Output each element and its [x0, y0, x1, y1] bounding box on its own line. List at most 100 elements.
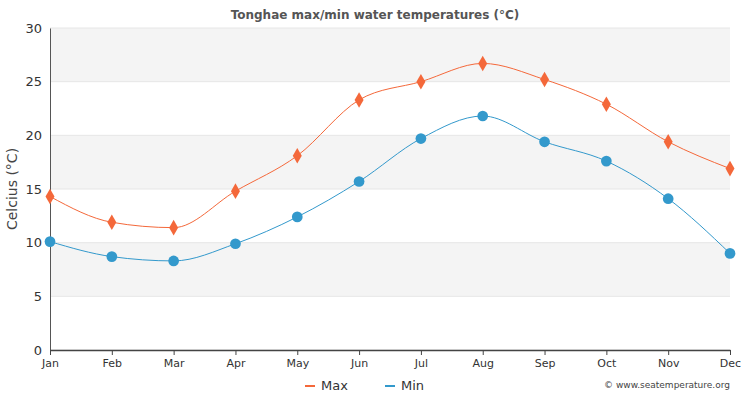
marker [416, 74, 425, 90]
x-tick-mark [297, 350, 298, 355]
series-group [45, 56, 736, 267]
x-tick-label: Jul [414, 357, 428, 370]
x-tick: Sep [535, 350, 556, 370]
y-tick: 15 [25, 182, 50, 197]
chart: 0 5 10 15 20 25 30 Jan Feb Mar Apr May Jun Jul Aug Sep O… [0, 0, 750, 400]
y-tick-label: 10 [25, 235, 42, 250]
band [50, 135, 730, 189]
marker [601, 156, 612, 167]
x-tick: Dec [720, 350, 741, 370]
x-tick-label: Aug [472, 357, 493, 370]
marker [107, 214, 116, 230]
x-tick: Mar [164, 350, 185, 370]
x-axis: Jan Feb Mar Apr May Jun Jul Aug Sep Oct Nov Dec [41, 350, 741, 370]
grid-line [50, 296, 730, 297]
marker [293, 148, 302, 164]
y-axis: 0 5 10 15 20 25 30 [25, 21, 50, 358]
y-tick: 25 [25, 74, 50, 89]
x-tick-label: Feb [103, 357, 122, 370]
marker [477, 111, 488, 122]
series-line [50, 116, 730, 261]
x-tick-mark [483, 350, 484, 355]
y-tick-label: 25 [25, 74, 42, 89]
x-tick-mark [112, 350, 113, 355]
grid-line [50, 189, 730, 190]
y-tick-label: 30 [25, 21, 42, 36]
y-tick-label: 20 [25, 128, 42, 143]
y-tick: 30 [25, 21, 50, 36]
x-axis-line [51, 350, 731, 352]
legend-label: Min [401, 378, 424, 393]
x-tick: Feb [103, 350, 122, 370]
marker [539, 136, 550, 147]
x-tick-label: Oct [597, 357, 617, 370]
y-axis-title: Celcius (°C) [4, 148, 20, 230]
x-tick: Aug [472, 350, 493, 370]
legend-item[interactable]: Max [305, 378, 348, 393]
title: Tonghae max/min water temperatures (°C) [231, 8, 520, 22]
y-tick-label: 15 [25, 182, 42, 197]
x-tick-mark [359, 350, 360, 355]
marker [168, 256, 179, 267]
grid-line [50, 81, 730, 82]
grid-line [50, 135, 730, 136]
x-tick-label: Nov [658, 357, 680, 370]
x-tick-mark [174, 350, 175, 355]
legend-swatch [305, 385, 315, 387]
grid-line [50, 242, 730, 243]
grid-line [50, 28, 730, 29]
x-tick: Apr [226, 350, 246, 370]
marker [45, 236, 56, 247]
bands [50, 28, 730, 296]
x-tick-mark [730, 350, 731, 355]
x-tick-label: Jan [41, 357, 59, 370]
y-tick: 0 [34, 343, 50, 358]
marker [416, 133, 427, 144]
marker [726, 161, 735, 177]
x-tick-label: Apr [226, 357, 246, 370]
y-tick-label: 5 [34, 289, 42, 304]
legend-label: Max [321, 378, 348, 393]
marker [355, 92, 364, 108]
x-tick-label: May [286, 357, 309, 370]
marker [230, 238, 241, 249]
x-tick: Jan [41, 350, 59, 370]
marker [169, 220, 178, 236]
x-tick-label: Dec [720, 357, 741, 370]
grid [50, 28, 730, 350]
x-tick: Oct [597, 350, 617, 370]
marker [663, 193, 674, 204]
x-tick: Jul [414, 350, 428, 370]
band [50, 243, 730, 297]
x-tick-mark [235, 350, 236, 355]
marker [231, 183, 240, 199]
grid-line [50, 350, 730, 351]
legend: Max Min [305, 378, 424, 393]
marker [725, 248, 736, 259]
y-tick-label: 0 [34, 343, 42, 358]
marker [106, 251, 117, 262]
x-tick: Nov [658, 350, 680, 370]
marker [664, 134, 673, 150]
x-tick-mark [421, 350, 422, 355]
x-tick-label: Mar [164, 357, 185, 370]
x-tick-mark [545, 350, 546, 355]
x-tick-mark [668, 350, 669, 355]
x-tick-label: Sep [535, 357, 556, 370]
x-tick-mark [606, 350, 607, 355]
x-tick: May [286, 350, 309, 370]
marker [602, 96, 611, 112]
marker [478, 56, 487, 72]
y-tick: 20 [25, 128, 50, 143]
marker [354, 176, 365, 187]
band [50, 28, 730, 82]
marker [46, 189, 55, 205]
legend-swatch [385, 385, 395, 387]
series-line [50, 63, 730, 227]
legend-item[interactable]: Min [385, 378, 424, 393]
x-tick-label: Jun [350, 357, 368, 370]
marker [292, 212, 303, 223]
y-tick: 5 [34, 289, 50, 304]
marker [540, 72, 549, 88]
plot: 0 5 10 15 20 25 30 Jan Feb Mar Apr May Jun Jul Aug Sep O… [25, 21, 741, 370]
